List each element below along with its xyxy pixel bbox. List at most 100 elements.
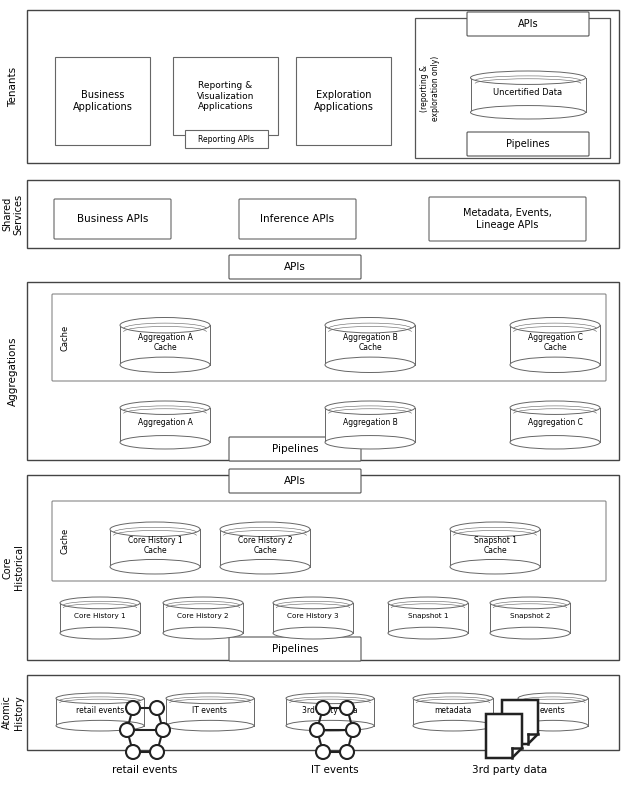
Ellipse shape <box>316 745 330 759</box>
Text: Metadata, Events,
Lineage APIs: Metadata, Events, Lineage APIs <box>463 208 552 230</box>
Text: Reporting APIs: Reporting APIs <box>198 135 255 143</box>
Ellipse shape <box>471 106 585 119</box>
FancyBboxPatch shape <box>27 282 619 460</box>
FancyBboxPatch shape <box>52 294 606 381</box>
Ellipse shape <box>110 559 200 574</box>
Ellipse shape <box>150 745 164 759</box>
Text: (reporting &
exploration only): (reporting & exploration only) <box>420 55 439 121</box>
Bar <box>120 407 210 442</box>
Bar <box>286 698 374 726</box>
Ellipse shape <box>471 71 585 84</box>
Bar <box>490 603 570 633</box>
Ellipse shape <box>413 720 493 731</box>
Ellipse shape <box>220 559 310 574</box>
FancyBboxPatch shape <box>27 10 619 163</box>
Text: Core History 2
Cache: Core History 2 Cache <box>238 536 292 555</box>
Bar <box>450 530 540 567</box>
FancyBboxPatch shape <box>229 469 361 493</box>
Ellipse shape <box>286 693 374 704</box>
Ellipse shape <box>156 723 170 737</box>
Bar <box>56 698 144 726</box>
Bar <box>325 407 415 442</box>
Ellipse shape <box>120 357 210 373</box>
Ellipse shape <box>120 436 210 449</box>
FancyBboxPatch shape <box>52 501 606 581</box>
Ellipse shape <box>56 720 144 731</box>
Ellipse shape <box>163 597 243 609</box>
Ellipse shape <box>150 701 164 715</box>
Bar <box>220 530 310 567</box>
Text: Snapshot 2: Snapshot 2 <box>510 613 550 619</box>
Text: Aggregation C
Cache: Aggregation C Cache <box>528 333 582 352</box>
Ellipse shape <box>340 745 354 759</box>
Text: Reporting &
Visualization
Applications: Reporting & Visualization Applications <box>197 81 254 111</box>
Text: Core History 1
Cache: Core History 1 Cache <box>128 536 182 555</box>
Ellipse shape <box>56 693 144 704</box>
Text: retail events: retail events <box>76 705 124 715</box>
Bar <box>325 325 415 365</box>
Ellipse shape <box>325 401 415 414</box>
FancyBboxPatch shape <box>229 255 361 279</box>
Ellipse shape <box>340 701 354 715</box>
Ellipse shape <box>450 522 540 537</box>
Ellipse shape <box>346 723 360 737</box>
FancyBboxPatch shape <box>229 437 361 461</box>
Bar <box>471 78 585 112</box>
Text: Inference APIs: Inference APIs <box>260 214 334 224</box>
Polygon shape <box>486 714 522 758</box>
Text: Business APIs: Business APIs <box>77 214 148 224</box>
Text: Core
Historical: Core Historical <box>3 545 24 590</box>
Text: Aggregations: Aggregations <box>8 336 18 406</box>
Ellipse shape <box>166 720 254 731</box>
Bar <box>163 603 243 633</box>
Ellipse shape <box>60 627 140 639</box>
FancyBboxPatch shape <box>54 199 171 239</box>
Text: 3rd party data: 3rd party data <box>473 765 548 775</box>
Ellipse shape <box>120 318 210 333</box>
Text: APIs: APIs <box>284 262 306 272</box>
Ellipse shape <box>286 720 374 731</box>
Ellipse shape <box>490 597 570 609</box>
Ellipse shape <box>273 627 353 639</box>
Text: Pipelines: Pipelines <box>272 644 318 654</box>
FancyBboxPatch shape <box>429 197 586 241</box>
Text: Aggregation C: Aggregation C <box>528 418 582 427</box>
Text: Aggregation A: Aggregation A <box>138 418 192 427</box>
Bar <box>388 603 468 633</box>
Bar <box>510 325 600 365</box>
Text: Core History 1: Core History 1 <box>74 613 126 619</box>
FancyBboxPatch shape <box>415 18 610 158</box>
Ellipse shape <box>325 318 415 333</box>
Ellipse shape <box>388 597 468 609</box>
Ellipse shape <box>60 597 140 609</box>
Ellipse shape <box>325 436 415 449</box>
Bar <box>120 325 210 365</box>
Ellipse shape <box>510 318 600 333</box>
Bar <box>60 603 140 633</box>
Ellipse shape <box>450 559 540 574</box>
FancyBboxPatch shape <box>173 57 278 135</box>
Text: Cache: Cache <box>61 325 69 351</box>
Ellipse shape <box>110 522 200 537</box>
Text: Atomic
History: Atomic History <box>3 695 24 730</box>
Bar <box>413 698 493 726</box>
Text: events: events <box>540 705 566 715</box>
Ellipse shape <box>388 627 468 639</box>
Polygon shape <box>502 700 538 744</box>
Text: Core History 2: Core History 2 <box>177 613 229 619</box>
Ellipse shape <box>510 401 600 414</box>
Ellipse shape <box>220 522 310 537</box>
FancyBboxPatch shape <box>27 475 619 660</box>
Bar <box>510 407 600 442</box>
Text: Core History 3: Core History 3 <box>287 613 339 619</box>
Text: Snapshot 1: Snapshot 1 <box>408 613 448 619</box>
Text: metadata: metadata <box>434 705 471 715</box>
Ellipse shape <box>325 357 415 373</box>
Text: Pipelines: Pipelines <box>272 444 318 454</box>
FancyBboxPatch shape <box>27 675 619 750</box>
Text: retail events: retail events <box>112 765 178 775</box>
Ellipse shape <box>120 723 134 737</box>
Text: Exploration
Applications: Exploration Applications <box>314 90 374 112</box>
Ellipse shape <box>518 693 588 704</box>
Text: 3rd party data: 3rd party data <box>302 705 358 715</box>
